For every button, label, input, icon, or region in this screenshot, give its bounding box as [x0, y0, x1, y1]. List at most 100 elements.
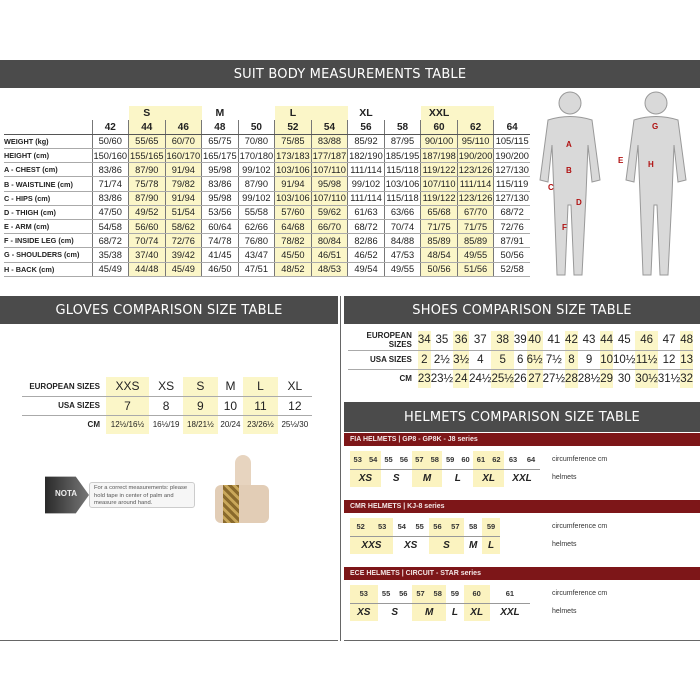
cell-value: 42 [565, 331, 578, 351]
size-group-label: S [128, 106, 166, 121]
cell-value: 75/85 [274, 134, 312, 150]
table-row: HEIGHT (cm) 150/160 155/165 160/170 165/175 1… [4, 148, 530, 164]
cell-value: 25½/30 [281, 420, 309, 430]
circumference-value: 56 [428, 518, 447, 537]
circumference-value: 57 [411, 451, 428, 470]
cell-value: 170/180 [237, 148, 275, 164]
table-row: H - BACK (cm) 45/49 44/48 45/49 46/50 47/51 48… [4, 262, 530, 277]
cell-value: 46/52 [347, 247, 385, 263]
helmets-label: helmets [552, 474, 577, 481]
cell-value: 50/60 [91, 134, 129, 150]
cell-value: 6½ [526, 350, 543, 370]
cell-value: 160/170 [164, 148, 202, 164]
row-label: USA SIZES [22, 396, 106, 416]
cell-value: 48 [680, 331, 693, 351]
cell-value: 127/130 [493, 191, 530, 206]
circumference-value: 56 [396, 451, 412, 470]
cell-value: 82/86 [347, 233, 385, 249]
cell-value: 71/75 [456, 219, 494, 235]
helmet-size: L [482, 536, 500, 554]
cell-value: 39 [513, 331, 527, 351]
cell-value: 10 [217, 396, 244, 416]
cell-value: 75/78 [128, 176, 166, 192]
row-label: A - CHEST (cm) [4, 162, 92, 178]
cell-value: 87/91 [493, 233, 530, 249]
cell-value: 68/72 [347, 219, 385, 235]
cell-value: 190/200 [456, 148, 494, 164]
cell-value: 55/58 [237, 205, 275, 221]
circumference-value: 60 [457, 451, 474, 470]
cell-value: 87/90 [237, 176, 275, 192]
cell-value: 8 [148, 396, 184, 416]
cell-value: 34 [417, 331, 431, 351]
cell-value: 62/66 [237, 219, 275, 235]
circumference-value: 54 [365, 451, 381, 470]
cell-value: 28 [565, 369, 578, 388]
cell-value: 119/122 [420, 162, 458, 178]
cell-value: 115/119 [493, 176, 530, 192]
divider [340, 296, 341, 641]
row-label: HEIGHT (cm) [4, 148, 92, 164]
cell-value: 46 [635, 331, 658, 351]
row-label: D - THIGH (cm) [4, 205, 92, 221]
cell-value: 190/200 [493, 148, 530, 164]
cell-value: 107/110 [310, 162, 348, 178]
cell-value: 27 [526, 369, 543, 388]
cell-value: 187/198 [420, 148, 458, 164]
cell-value: 95/98 [310, 176, 348, 192]
cell-value: 47/50 [91, 205, 129, 221]
circumference-label: circumference cm [552, 456, 608, 463]
cell-value: 83/86 [91, 162, 129, 178]
circumference-value: 58 [464, 518, 483, 537]
cell-value: S [183, 377, 218, 397]
helmets-label: helmets [552, 541, 577, 548]
helmet-size: XS [350, 469, 381, 487]
helmet-size: XL [473, 469, 505, 487]
cell-value: 10 [600, 350, 614, 370]
row-label: F - INSIDE LEG (cm) [4, 233, 92, 249]
cell-value: 41/45 [201, 247, 239, 263]
row-label: CM [399, 374, 412, 384]
cell-value: 8 [565, 350, 578, 370]
cell-value: 70/80 [237, 134, 275, 150]
size-group-label [92, 106, 129, 120]
table-row: F - INSIDE LEG (cm) 68/72 70/74 72/76 74/78 7… [4, 233, 530, 249]
shoes-title: SHOES COMPARISON SIZE TABLE [344, 296, 700, 324]
nota-box: NOTA For a correct measurements: please … [45, 472, 195, 518]
cell-value: 9 [577, 350, 601, 370]
cell-value: 41 [542, 331, 566, 351]
size-header: 56 [347, 120, 385, 135]
cell-value: 51/54 [164, 205, 202, 221]
cell-value: 24½ [469, 372, 492, 385]
cell-value: 87/90 [128, 162, 166, 178]
cell-value: 49/52 [128, 205, 166, 221]
helmet-size-table: 53 55 56 57 58 59 60 61 XS S M L XL XXL [350, 585, 530, 621]
cell-value: 43 [577, 331, 601, 351]
size-group-label [494, 106, 530, 120]
row-label: USA SIZES [348, 350, 418, 370]
cell-value: 173/183 [274, 148, 312, 164]
cell-value: 85/89 [420, 233, 458, 249]
cell-value: XS [148, 377, 184, 397]
cell-value: 9 [183, 396, 218, 416]
size-group-label: XL [359, 107, 373, 120]
table-row: EUROPEAN SIZES XXS XS S M L XL [22, 377, 312, 397]
cell-value: 64/68 [274, 219, 312, 235]
cell-value: 45/49 [164, 262, 202, 277]
cell-value: 44/48 [128, 262, 166, 277]
cell-value: 103/106 [274, 162, 312, 178]
circumference-value: 52 [350, 518, 372, 537]
cell-value: 78/82 [274, 233, 312, 249]
cell-value: 53/56 [201, 205, 239, 221]
helmet-size-row: XXS XS S M L [350, 536, 500, 554]
circumference-value: 58 [427, 451, 443, 470]
row-label: WEIGHT (kg) [4, 134, 92, 150]
cell-value: L [243, 377, 278, 397]
cell-value: 7½ [542, 350, 566, 370]
cell-value: 63/66 [383, 205, 421, 221]
cell-value: 84/88 [383, 233, 421, 249]
cell-value: 3½ [453, 350, 470, 370]
circumference-value: 55 [410, 518, 429, 537]
cell-value: 60/64 [201, 219, 239, 235]
cell-value: 27½ [542, 372, 566, 385]
